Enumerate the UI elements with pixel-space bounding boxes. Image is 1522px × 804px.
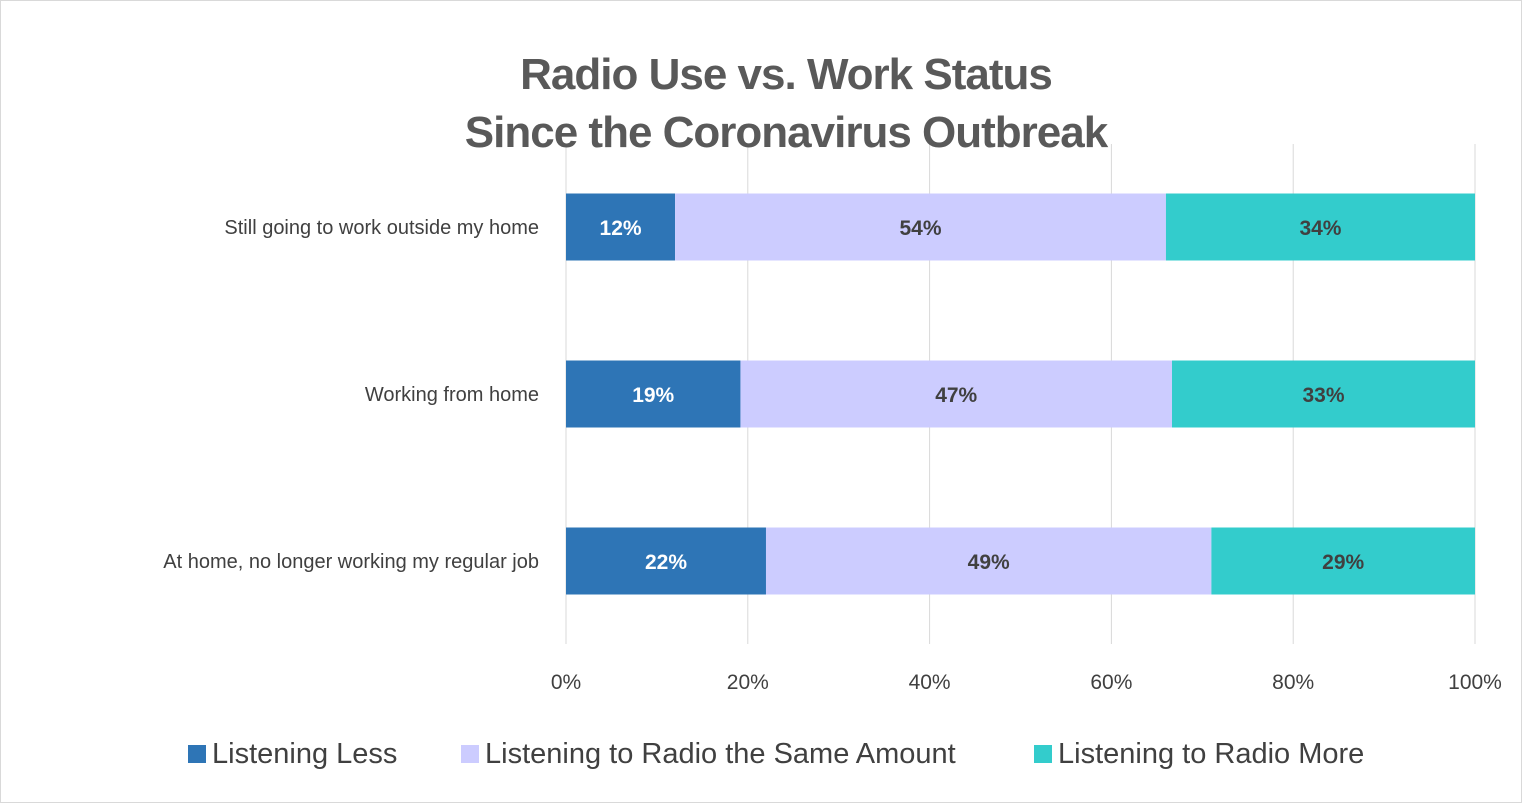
axes: 0% 20% 40% 60% 80% 100% Still going to work ou… (163, 217, 1502, 694)
bar-segment (740, 360, 1172, 428)
bar-segment (566, 360, 741, 428)
bar-segment (765, 527, 1212, 595)
legend-swatch (1034, 745, 1052, 763)
x-tick-label: 80% (1272, 671, 1314, 694)
data-label: 12% (600, 217, 642, 240)
x-tick-label: 0% (551, 671, 581, 694)
bar-segment (1165, 193, 1475, 261)
x-tick-label: 60% (1090, 671, 1132, 694)
bar-segment (566, 193, 676, 261)
legend-label: Listening to Radio the Same Amount (485, 738, 956, 770)
bar-segment (1211, 527, 1475, 595)
category-label: Still going to work outside my home (224, 217, 539, 239)
chart-title-line-1: Radio Use vs. Work Status (520, 50, 1052, 99)
legend-swatch (461, 745, 479, 763)
legend: Listening Less Listening to Radio the Sam… (188, 738, 1364, 770)
data-label: 47% (935, 384, 977, 407)
category-label: At home, no longer working my regular jo… (163, 551, 539, 573)
x-tick-label: 100% (1448, 671, 1502, 694)
data-label: 54% (899, 217, 941, 240)
legend-label: Listening Less (212, 738, 397, 770)
data-label: 33% (1302, 384, 1344, 407)
legend-swatch (188, 745, 206, 763)
data-label: 19% (632, 384, 674, 407)
category-label: Working from home (365, 384, 539, 406)
x-tick-label: 40% (909, 671, 951, 694)
data-label: 29% (1322, 551, 1364, 574)
bar-segment (675, 193, 1166, 261)
data-label: 49% (968, 551, 1010, 574)
chart-title-line-2: Since the Coronavirus Outbreak (465, 108, 1109, 157)
data-label: 34% (1299, 217, 1341, 240)
x-tick-label: 20% (727, 671, 769, 694)
legend-label: Listening to Radio More (1058, 738, 1364, 770)
bars (566, 193, 1475, 595)
bar-segment (1172, 360, 1475, 428)
data-label: 22% (645, 551, 687, 574)
chart-title: Radio Use vs. Work Status Since the Coro… (465, 50, 1110, 157)
data-labels: 12% 54% 34% 19% 47% 33% 22% 49% 29% (600, 217, 1365, 574)
bar-segment (566, 527, 766, 595)
